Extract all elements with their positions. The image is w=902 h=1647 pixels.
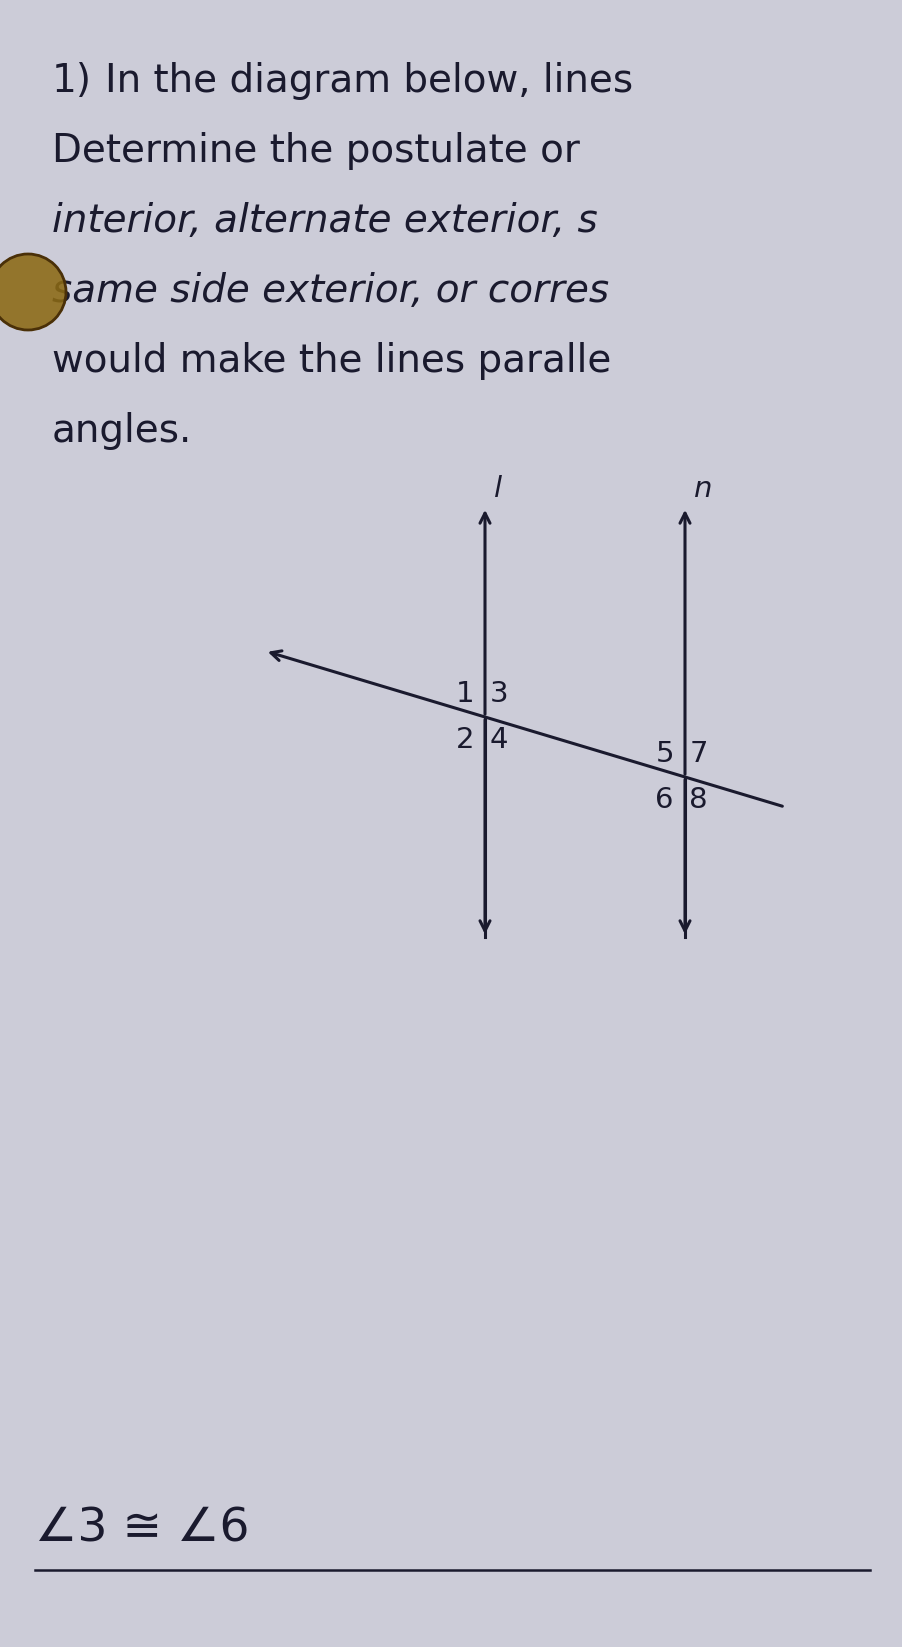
Text: 8: 8 bbox=[689, 786, 708, 814]
Text: n: n bbox=[694, 474, 713, 502]
Text: In the diagram below, lines: In the diagram below, lines bbox=[105, 63, 633, 100]
Text: 1): 1) bbox=[52, 63, 92, 100]
Text: Determine the postulate or: Determine the postulate or bbox=[52, 132, 580, 170]
Text: ∠3 ≅ ∠6: ∠3 ≅ ∠6 bbox=[35, 1507, 250, 1551]
Text: angles.: angles. bbox=[52, 412, 192, 450]
Text: 3: 3 bbox=[490, 680, 508, 708]
Text: 7: 7 bbox=[689, 740, 708, 768]
Text: 4: 4 bbox=[490, 726, 508, 754]
Text: 6: 6 bbox=[656, 786, 674, 814]
Text: interior, alternate exterior, s: interior, alternate exterior, s bbox=[52, 203, 598, 240]
Text: would make the lines paralle: would make the lines paralle bbox=[52, 343, 612, 380]
Text: 2: 2 bbox=[456, 726, 474, 754]
Text: l: l bbox=[494, 474, 502, 502]
Circle shape bbox=[0, 254, 66, 329]
Text: same side exterior, or corres: same side exterior, or corres bbox=[52, 272, 609, 310]
Text: 5: 5 bbox=[656, 740, 674, 768]
Text: 1: 1 bbox=[456, 680, 474, 708]
